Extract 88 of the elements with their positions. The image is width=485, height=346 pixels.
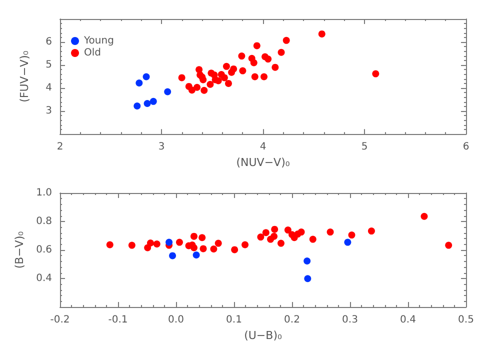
point	[188, 86, 196, 94]
y-tick-label: 0.8	[36, 216, 52, 227]
point	[238, 52, 246, 60]
point	[250, 59, 258, 66]
point	[284, 226, 292, 234]
point	[309, 236, 316, 243]
x-axis-title: (U−B)₀	[244, 328, 282, 342]
point	[326, 228, 334, 236]
x-tick-label: 5	[361, 142, 368, 153]
point	[214, 240, 222, 247]
point	[200, 76, 207, 84]
point	[192, 251, 200, 258]
point	[372, 70, 380, 78]
point	[277, 240, 284, 247]
point	[190, 244, 198, 252]
point	[164, 88, 172, 96]
x-axis-title: (NUV−V)₀	[236, 156, 290, 169]
y-tick-label: 5	[46, 60, 52, 71]
point	[198, 234, 206, 242]
point	[176, 238, 183, 246]
point	[282, 36, 290, 44]
point	[146, 240, 154, 247]
x-tick-label: -0.2	[50, 314, 70, 326]
x-tick-label: 6	[462, 142, 470, 153]
legend-label: Old	[84, 48, 101, 58]
y-tick-label: 4	[46, 82, 52, 94]
y-tick-label: 0.4	[36, 273, 52, 284]
y-tick-label: 0.6	[36, 244, 52, 256]
point	[344, 238, 352, 246]
legend-label: Young	[83, 36, 114, 46]
point	[270, 232, 278, 240]
point	[272, 64, 279, 71]
point	[278, 48, 285, 56]
point	[142, 73, 150, 80]
point	[304, 275, 312, 282]
point	[257, 234, 264, 241]
point	[264, 56, 272, 63]
point	[178, 74, 186, 82]
point	[134, 102, 141, 110]
point	[445, 242, 452, 249]
y-axis-title: (B−V)₀	[13, 230, 26, 269]
point	[166, 238, 173, 246]
point	[210, 246, 218, 252]
x-tick-label: 0.1	[226, 314, 242, 326]
point	[318, 30, 326, 38]
x-tick-label: 4	[260, 142, 266, 153]
point	[144, 100, 151, 107]
point	[260, 73, 268, 80]
x-tick-label: 3	[158, 142, 165, 153]
point	[200, 86, 208, 94]
point	[230, 65, 238, 72]
x-tick-label: 0.4	[400, 314, 416, 326]
x-tick-label: -0.1	[108, 314, 128, 326]
point	[242, 241, 249, 248]
point	[153, 240, 160, 248]
point	[420, 212, 428, 220]
point	[150, 98, 157, 105]
point	[206, 80, 214, 88]
point	[224, 80, 232, 87]
y-axis-title: (FUV−V)₀	[18, 50, 31, 102]
point	[128, 242, 136, 249]
x-tick-label: 0.2	[284, 314, 300, 326]
point	[200, 245, 207, 252]
point	[169, 252, 176, 260]
point	[231, 246, 238, 254]
point	[136, 79, 143, 86]
x-tick-label: 0.5	[458, 314, 474, 326]
point	[298, 228, 305, 236]
point	[220, 74, 228, 82]
y-tick-label: 1.0	[36, 188, 52, 198]
point	[214, 77, 222, 84]
point	[348, 232, 356, 239]
point	[262, 229, 270, 236]
point	[304, 257, 311, 264]
point	[239, 67, 246, 74]
point	[253, 42, 260, 50]
x-tick-label: 2	[56, 142, 64, 153]
point	[106, 241, 114, 248]
point	[251, 73, 258, 80]
x-tick-label: 0.3	[342, 314, 358, 326]
point	[222, 62, 230, 70]
x-tick-label: 0.0	[168, 314, 184, 326]
point	[190, 232, 198, 240]
y-tick-label: 3	[46, 106, 52, 117]
y-tick-label: 6	[46, 36, 52, 48]
point	[194, 84, 201, 91]
point	[368, 228, 375, 235]
point	[271, 226, 278, 233]
